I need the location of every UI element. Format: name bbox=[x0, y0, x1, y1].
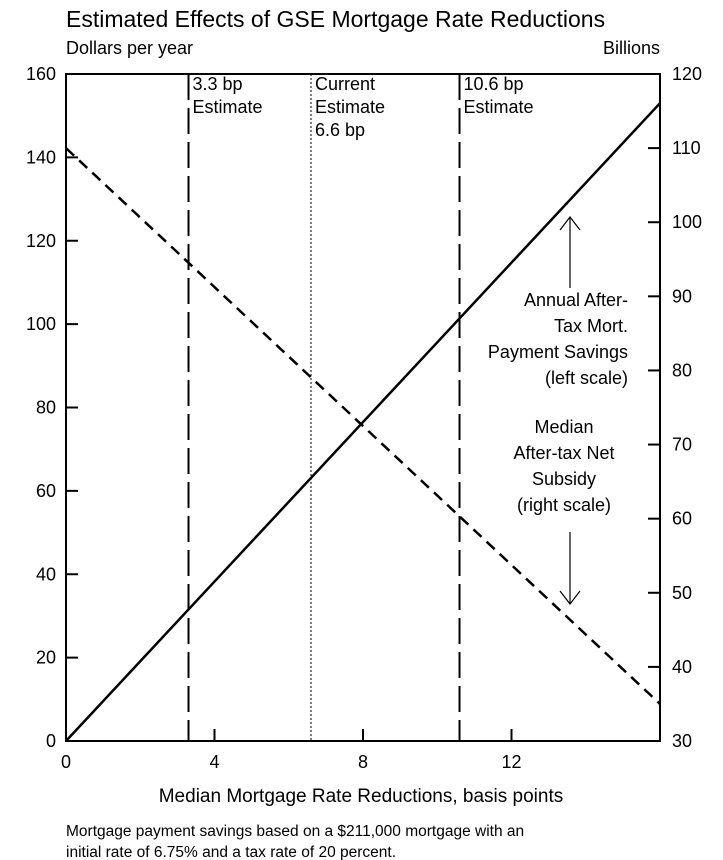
net-subsidy-line bbox=[65, 147, 661, 705]
footnote-line-2: initial rate of 6.75% and a tax rate of … bbox=[66, 844, 396, 860]
x-tick-label: 8 bbox=[358, 752, 368, 772]
left-tick-label: 120 bbox=[26, 231, 56, 251]
left-tick-label: 60 bbox=[36, 481, 56, 501]
left-tick-label: 80 bbox=[36, 398, 56, 418]
right-tick-label: 120 bbox=[672, 64, 702, 84]
left-tick-label: 40 bbox=[36, 564, 56, 584]
payment-savings-label: Payment Savings bbox=[488, 342, 628, 362]
plot-area: 0204060801001201401603040506070809010011… bbox=[26, 64, 702, 772]
reference-line-label: 10.6 bp bbox=[464, 74, 524, 94]
left-tick-label: 160 bbox=[26, 64, 56, 84]
right-tick-label: 110 bbox=[672, 138, 701, 158]
plot-frame bbox=[65, 73, 661, 742]
right-tick-label: 70 bbox=[672, 435, 692, 455]
payment-savings-label: (left scale) bbox=[545, 368, 628, 388]
right-tick-label: 90 bbox=[672, 286, 692, 306]
chart-title: Estimated Effects of GSE Mortgage Rate R… bbox=[66, 6, 605, 32]
net-subsidy-label: Subsidy bbox=[532, 469, 596, 489]
x-tick-label: 12 bbox=[501, 752, 521, 772]
payment-savings-line bbox=[65, 102, 661, 742]
net-subsidy-label: (right scale) bbox=[517, 495, 611, 515]
right-tick-label: 40 bbox=[672, 657, 692, 677]
right-tick-label: 50 bbox=[672, 583, 692, 603]
left-tick-label: 140 bbox=[26, 147, 56, 167]
left-tick-label: 100 bbox=[26, 314, 56, 334]
left-tick-label: 0 bbox=[46, 731, 56, 751]
reference-line-label: Estimate bbox=[464, 97, 534, 117]
up-arrow-head-icon bbox=[559, 216, 581, 231]
right-axis-unit: Billions bbox=[603, 38, 660, 58]
left-axis-unit: Dollars per year bbox=[66, 38, 193, 58]
right-tick-label: 30 bbox=[672, 731, 692, 751]
payment-savings-label: Tax Mort. bbox=[554, 316, 628, 336]
net-subsidy-label: After-tax Net bbox=[513, 443, 614, 463]
x-tick-label: 0 bbox=[61, 752, 71, 772]
reference-line-label: Current bbox=[315, 74, 375, 94]
net-subsidy-label: Median bbox=[534, 417, 593, 437]
left-tick-label: 20 bbox=[36, 648, 56, 668]
reference-line-label: 3.3 bp bbox=[193, 74, 243, 94]
reference-line-label: 6.6 bp bbox=[315, 120, 365, 140]
reference-line-label: Estimate bbox=[193, 97, 263, 117]
reference-line-label: Estimate bbox=[315, 97, 385, 117]
right-tick-label: 100 bbox=[672, 212, 702, 232]
right-tick-label: 80 bbox=[672, 360, 692, 380]
payment-savings-label: Annual After- bbox=[524, 290, 628, 310]
right-tick-label: 60 bbox=[672, 509, 692, 529]
down-arrow-head-icon bbox=[559, 590, 581, 605]
x-axis-label: Median Mortgage Rate Reductions, basis p… bbox=[159, 786, 564, 807]
footnote-line-1: Mortgage payment savings based on a $211… bbox=[66, 823, 524, 840]
x-tick-label: 4 bbox=[209, 752, 219, 772]
